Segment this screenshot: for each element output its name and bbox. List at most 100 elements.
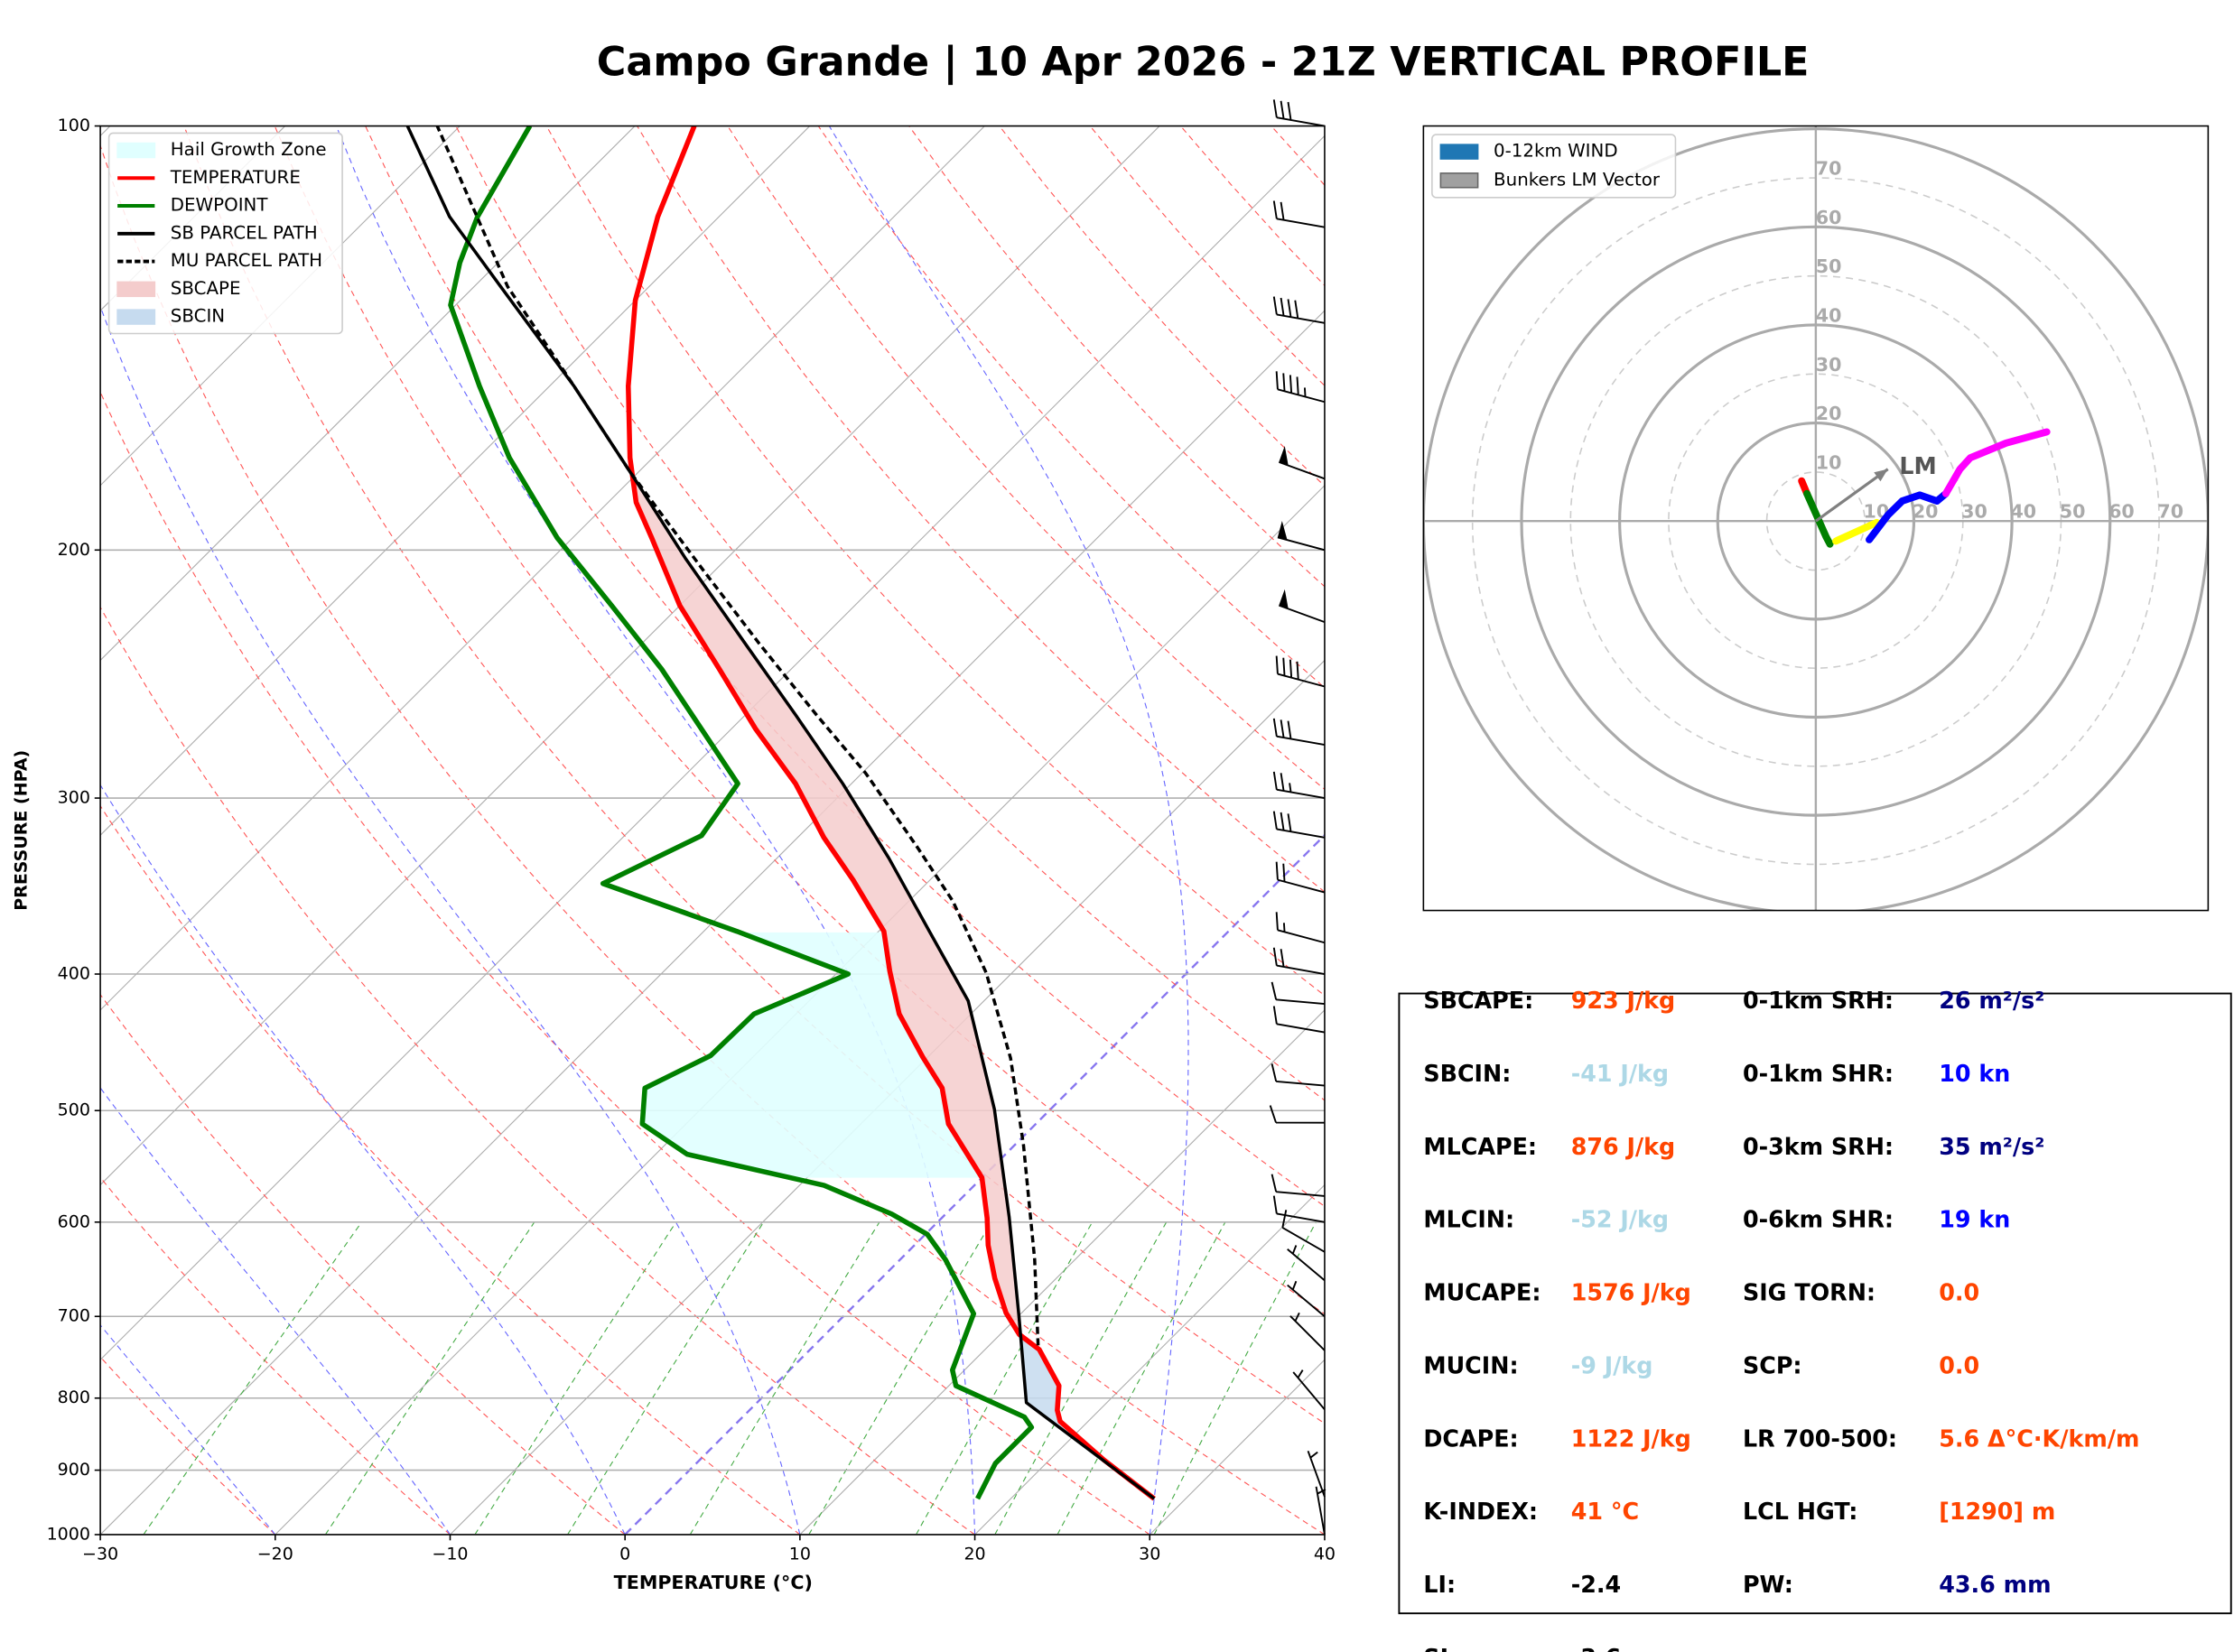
ring-label: 50 [2060, 501, 2086, 523]
parameter-value: 0.0 [1939, 1351, 1979, 1378]
parameter-value: -2.4 [1571, 1571, 1621, 1598]
isotherm [100, 125, 461, 487]
y-tick-label: 500 [58, 1100, 90, 1120]
wind-barb [1289, 1312, 1326, 1351]
hodograph-frame [1422, 125, 2210, 912]
ring-label: 60 [1816, 207, 1842, 228]
dry-adiabat [100, 1356, 276, 1535]
isotherm [624, 833, 1325, 1535]
isotherm [974, 1183, 1325, 1535]
hodograph-trace [1803, 489, 1834, 548]
wind-barb [1292, 1369, 1326, 1410]
isotherm [100, 125, 1160, 1186]
legend-swatch [116, 142, 156, 159]
parameter-value: -9 J/kg [1571, 1351, 1653, 1378]
isotherm [100, 135, 1325, 1361]
dry-adiabat [100, 993, 626, 1535]
hail-growth-zone [642, 932, 982, 1178]
wind-barb [1271, 1174, 1326, 1197]
barb-staff [1272, 99, 1326, 127]
wind-barb [1272, 811, 1326, 839]
x-tick-label: 20 [963, 1545, 985, 1564]
legend: Hail Growth Zone TEMPERATURE DEWPOINT SB PA… [107, 132, 343, 335]
y-tick-label: 400 [58, 964, 90, 984]
wind-barb [1281, 1210, 1326, 1253]
legend-swatch [116, 281, 156, 298]
parameter-value: 43.6 mm [1939, 1571, 2051, 1598]
parameter-label: MLCAPE: [1423, 1133, 1537, 1160]
parameter-value: 35 m²/s² [1939, 1133, 2044, 1160]
parameter-label: 0-1km SHR: [1743, 1060, 1894, 1087]
isotherm [100, 125, 636, 662]
ring-label: 40 [1816, 304, 1842, 326]
ring-label: 70 [2157, 501, 2183, 523]
barb-staff [1271, 1063, 1326, 1087]
barb-staff [1279, 460, 1326, 480]
barb-staff [1275, 371, 1326, 404]
moist-adiabat [335, 125, 976, 1535]
ring-label: 30 [1816, 354, 1842, 376]
barb-staff [1292, 1369, 1326, 1410]
wind-barb [1275, 371, 1326, 404]
parameter-label: MUCAPE: [1423, 1279, 1541, 1306]
barb-staff [1275, 655, 1326, 688]
ring-label: 50 [1816, 255, 1842, 277]
barb-staff [1272, 296, 1326, 324]
y-tick-label: 1000 [47, 1524, 90, 1544]
parameter-label: MLCIN: [1423, 1206, 1514, 1233]
legend-label: SB PARCEL PATH [171, 222, 318, 243]
lm-shaft [1814, 468, 1889, 523]
barb-staff [1281, 1210, 1326, 1253]
moist-adiabat [100, 1087, 451, 1535]
isotherm [450, 659, 1325, 1535]
legend-label: DEWPOINT [171, 195, 269, 216]
parameter-label: LR 700-500: [1743, 1425, 1897, 1452]
ring-label: 70 [1816, 158, 1842, 180]
y-tick-label: 100 [58, 116, 90, 135]
barb-staff [1271, 981, 1326, 1006]
y-tick-label: 900 [58, 1460, 90, 1480]
page-title: Campo Grande | 10 Apr 2026 - 21Z VERTICA… [597, 39, 1810, 85]
parameter-value: [1290] m [1939, 1498, 2055, 1525]
legend-label: MU PARCEL PATH [171, 250, 322, 271]
isotherm [275, 485, 1325, 1535]
parameter-value: 19 kn [1939, 1206, 2010, 1233]
wind-barb [1269, 1105, 1325, 1124]
parameter-label: SBCIN: [1423, 1060, 1511, 1087]
legend-swatch [116, 309, 156, 325]
parameter-label: LCL HGT: [1743, 1498, 1857, 1525]
profile-line [435, 125, 1040, 1346]
wind-barb [1287, 1245, 1326, 1282]
parameter-value: 26 m²/s² [1939, 987, 2044, 1014]
isotherm [100, 125, 811, 836]
wind-barb [1271, 981, 1326, 1006]
profile-line [625, 125, 1156, 1501]
x-tick-label: 0 [619, 1545, 630, 1564]
parameter-value: 10 kn [1939, 1060, 2010, 1087]
wind-barb [1275, 861, 1326, 894]
parameter-label: PW: [1743, 1571, 1793, 1598]
x-tick-label: 10 [789, 1545, 811, 1564]
barb-flag [1279, 445, 1289, 466]
x-tick-label: 40 [1314, 1545, 1336, 1564]
barb-staff [1289, 1312, 1326, 1351]
hodograph-legend: 0-12km WIND Bunkers LM Vector [1431, 134, 1677, 199]
dry-adiabat [100, 804, 801, 1535]
isotherm [100, 125, 985, 1011]
skewt-plot [100, 125, 1325, 1535]
hodograph-trace [1866, 489, 1950, 543]
barb-staff [1315, 1486, 1326, 1536]
parameter-label: LI: [1423, 1571, 1456, 1598]
barb-staff [1272, 811, 1326, 839]
profile-line [405, 125, 1156, 1500]
ring-label: 10 [1816, 451, 1842, 473]
barb-staff [1271, 1174, 1326, 1197]
ring-label: 40 [2010, 501, 2036, 523]
parameter-value: 5.6 Δ°C·K/km/m [1939, 1425, 2139, 1452]
y-tick-label: 300 [58, 788, 90, 808]
wind-barb [1279, 589, 1326, 623]
parameter-label: DCAPE: [1423, 1425, 1518, 1452]
